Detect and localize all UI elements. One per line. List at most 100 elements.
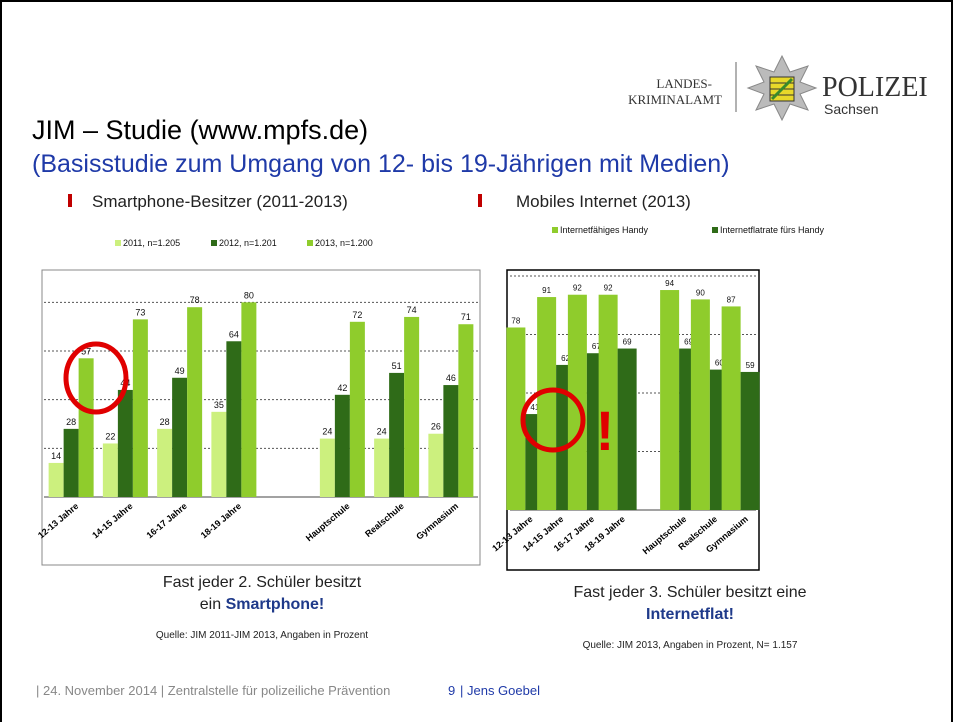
value-label: 59 — [746, 361, 755, 370]
value-label: 80 — [244, 290, 254, 300]
value-label: 42 — [337, 383, 347, 393]
legend-swatch — [712, 227, 718, 233]
legend-label: 2011, n=1.205 — [123, 238, 180, 248]
value-label: 24 — [322, 427, 332, 437]
source: Quelle: JIM 2013, Angaben in Prozent, N=… — [583, 640, 798, 651]
value-label: 64 — [229, 329, 239, 339]
value-label: 62 — [561, 354, 570, 363]
bar — [740, 371, 760, 510]
value-label: 46 — [446, 373, 456, 383]
bar — [458, 324, 474, 497]
value-label: 49 — [175, 366, 185, 376]
bar — [660, 290, 680, 510]
footer-author: | Jens Goebel — [460, 683, 540, 698]
value-label: 57 — [81, 346, 91, 356]
page-number: 9 — [448, 683, 455, 698]
caption-emphasis: Smartphone! — [226, 596, 325, 613]
legend-label: Internetflatrate fürs Handy — [720, 225, 825, 235]
value-label: 14 — [51, 451, 61, 461]
caption: ein Smartphone! — [200, 596, 324, 613]
value-label: 24 — [377, 427, 387, 437]
bar — [690, 299, 710, 510]
bar — [187, 307, 203, 497]
bar — [63, 428, 79, 497]
bar — [506, 327, 526, 510]
source: Quelle: JIM 2011-JIM 2013, Angaben in Pr… — [156, 630, 368, 641]
value-label: 74 — [407, 305, 417, 315]
bar — [117, 389, 133, 497]
bar — [172, 377, 188, 497]
value-label: 78 — [511, 316, 520, 325]
value-label: 69 — [623, 338, 632, 347]
bullet: Smartphone-Besitzer (2011-2013) — [92, 192, 348, 211]
bar — [404, 316, 420, 497]
value-label: 94 — [665, 279, 674, 288]
bar — [319, 438, 335, 497]
value-label: 28 — [66, 417, 76, 427]
bar — [241, 302, 257, 497]
caption: Fast jeder 2. Schüler besitzt — [163, 574, 362, 591]
value-label: 69 — [684, 338, 693, 347]
caption-emphasis: Internetflat! — [646, 606, 734, 623]
highlight-circle — [520, 387, 586, 453]
value-label: 90 — [696, 288, 705, 297]
value-label: 92 — [573, 284, 582, 293]
legend-label: 2013, n=1.200 — [315, 238, 373, 248]
legend-swatch — [115, 240, 121, 246]
legend-swatch — [307, 240, 313, 246]
bar — [349, 321, 365, 497]
caption: Fast jeder 3. Schüler besitzt eine — [573, 584, 806, 601]
legend-label: Internetfähiges Handy — [560, 225, 649, 235]
slide-subtitle: (Basisstudie zum Umgang von 12- bis 19-J… — [32, 150, 730, 178]
value-label: 41 — [530, 403, 539, 412]
bullet: Mobiles Internet (2013) — [516, 192, 691, 211]
bar — [443, 385, 459, 497]
bar — [334, 394, 350, 497]
bar — [78, 358, 94, 497]
chart-frame — [41, 269, 481, 566]
bullet-marker — [68, 194, 72, 207]
bar — [389, 372, 405, 497]
bar — [226, 341, 242, 497]
bar — [48, 462, 64, 497]
value-label: 87 — [727, 295, 736, 304]
bar — [132, 319, 148, 497]
footer: | 24. November 2014 | Zentralstelle für … — [36, 683, 390, 698]
office-line: KRIMINALAMT — [628, 92, 722, 107]
bar — [428, 433, 444, 497]
bar — [617, 348, 637, 510]
value-label: 51 — [392, 361, 402, 371]
value-label: 35 — [214, 400, 224, 410]
value-label: 91 — [542, 286, 551, 295]
bar — [537, 297, 557, 510]
value-label: 72 — [352, 310, 362, 320]
value-label: 22 — [105, 431, 115, 441]
region: Sachsen — [824, 101, 878, 117]
value-label: 92 — [604, 284, 613, 293]
value-label: 26 — [431, 422, 441, 432]
bar — [211, 411, 227, 497]
value-label: 60 — [715, 359, 724, 368]
bar — [374, 438, 390, 497]
bar — [102, 443, 118, 497]
value-label: 28 — [160, 417, 170, 427]
bullet-marker — [478, 194, 482, 207]
caption-part: ein — [200, 596, 226, 613]
bar — [598, 294, 618, 510]
value-label: 73 — [135, 307, 145, 317]
legend-swatch — [211, 240, 217, 246]
brand: POLIZEI — [822, 72, 928, 103]
value-label: 67 — [592, 342, 601, 351]
legend-label: 2012, n=1.201 — [219, 238, 277, 248]
bar — [721, 306, 741, 510]
value-label: 71 — [461, 312, 471, 322]
office-line: LANDES- — [656, 76, 712, 91]
bar — [157, 428, 173, 497]
highlight-circle — [63, 341, 129, 415]
legend-swatch — [552, 227, 558, 233]
slide-title: JIM – Studie (www.mpfs.de) — [32, 115, 368, 145]
caption-emphasis: Internetflat! — [646, 606, 734, 623]
police-star — [746, 54, 818, 122]
